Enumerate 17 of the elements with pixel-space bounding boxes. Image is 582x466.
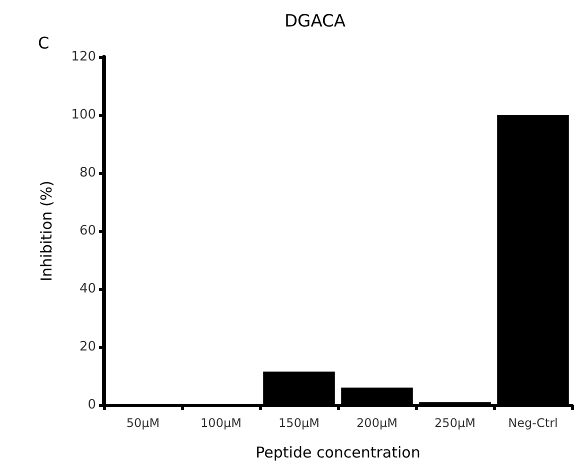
y-tick-label: 40 — [79, 282, 96, 296]
y-tick-label: 100 — [71, 108, 96, 122]
y-tick-label: 0 — [88, 398, 96, 412]
x-tick-label: Neg-Ctrl — [508, 416, 558, 430]
y-tick-label: 80 — [79, 166, 96, 180]
x-tick-label: 150µM — [278, 416, 320, 430]
y-tick-label: 20 — [79, 340, 96, 354]
x-tick-label: 100µM — [200, 416, 242, 430]
y-tick-label: 120 — [71, 50, 96, 64]
x-tick-label: 250µM — [434, 416, 476, 430]
y-axis-title: Inhibition (%) — [38, 180, 56, 282]
text: C — [38, 34, 50, 52]
x-tick-label: 50µM — [126, 416, 160, 430]
x-tick-label: 200µM — [356, 416, 398, 430]
x-axis-title: Peptide concentration — [256, 444, 420, 462]
chart-title: DGACA — [284, 12, 346, 32]
y-tick-label: 60 — [79, 224, 96, 238]
